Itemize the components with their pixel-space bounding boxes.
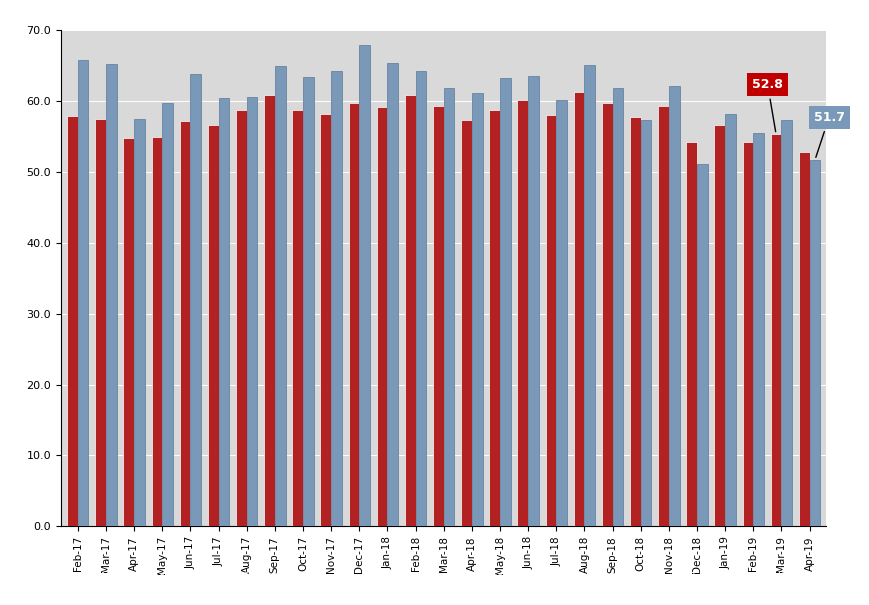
Bar — [658, 106, 668, 526]
Bar — [264, 96, 275, 526]
Bar — [320, 114, 331, 526]
Bar — [302, 77, 314, 526]
Bar — [742, 142, 753, 526]
Bar — [443, 88, 454, 526]
Bar — [247, 97, 257, 526]
Bar — [471, 93, 482, 526]
Bar — [488, 110, 500, 526]
Bar — [500, 79, 510, 526]
Bar — [106, 64, 116, 526]
Bar — [180, 121, 190, 526]
Bar — [612, 88, 622, 526]
Bar — [292, 110, 302, 526]
Bar — [151, 137, 162, 526]
Bar — [798, 152, 809, 526]
Bar — [123, 138, 134, 526]
Bar — [218, 98, 229, 526]
Bar — [696, 164, 706, 526]
Bar — [387, 63, 398, 526]
Bar — [404, 96, 415, 526]
Bar — [686, 142, 696, 526]
Bar — [753, 133, 763, 526]
Bar — [584, 65, 594, 526]
Bar — [629, 117, 640, 526]
Bar — [573, 92, 584, 526]
Bar — [640, 120, 651, 526]
Bar — [67, 116, 77, 526]
Bar — [770, 134, 780, 526]
Bar — [545, 114, 555, 526]
Text: 51.7: 51.7 — [813, 111, 844, 157]
Bar — [235, 110, 247, 526]
Bar — [359, 45, 369, 526]
Bar — [415, 71, 426, 526]
Bar — [77, 60, 89, 526]
Bar — [348, 103, 359, 526]
Bar — [331, 71, 342, 526]
Bar — [134, 119, 144, 526]
Bar — [190, 74, 201, 526]
Bar — [208, 125, 218, 526]
Bar — [275, 67, 285, 526]
Bar — [461, 120, 471, 526]
Bar — [555, 100, 567, 526]
Text: 52.8: 52.8 — [752, 79, 782, 132]
Bar — [433, 106, 443, 526]
Bar — [95, 119, 106, 526]
Bar — [725, 114, 735, 526]
Bar — [376, 108, 387, 526]
Bar — [713, 125, 725, 526]
Text: Chart created by MIQ Logistics, a company of Noatum Logistics, on 05/02/19. Sour: Chart created by MIQ Logistics, a compan… — [10, 572, 796, 596]
Bar — [809, 160, 819, 526]
Bar — [601, 102, 612, 526]
Bar — [527, 76, 538, 526]
Bar — [162, 102, 173, 526]
Bar — [668, 87, 679, 526]
Bar — [780, 120, 792, 526]
Bar — [517, 100, 527, 526]
